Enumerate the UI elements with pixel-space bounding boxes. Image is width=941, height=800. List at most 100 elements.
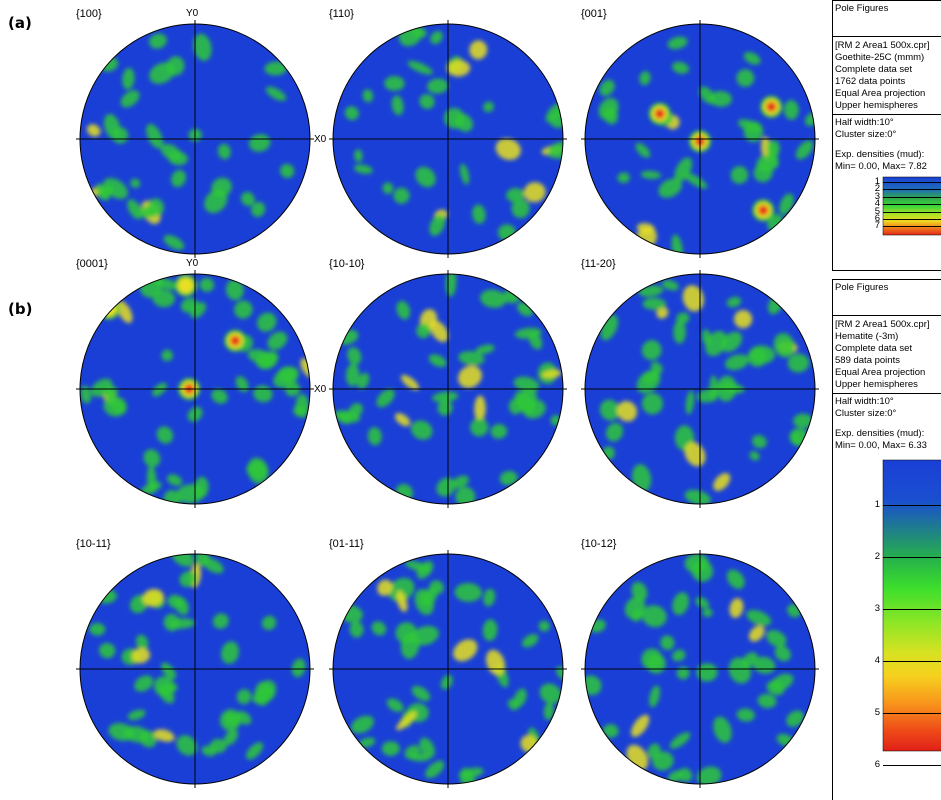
density-blob <box>353 164 373 174</box>
density-blob <box>603 107 618 125</box>
legend-tick-line <box>883 713 941 714</box>
density-blob <box>376 388 395 408</box>
density-blob <box>381 741 400 756</box>
density-peak <box>654 108 665 119</box>
density-blob <box>257 312 277 332</box>
density-blob <box>201 745 217 757</box>
density-blob <box>396 590 408 612</box>
density-blob <box>377 579 393 596</box>
density-blob <box>795 140 814 160</box>
density-blob <box>766 629 787 647</box>
density-blob <box>684 489 712 504</box>
pole-figure-11-20 <box>580 269 820 509</box>
legend-tick-label: 3 <box>874 190 880 202</box>
density-blob <box>89 623 106 636</box>
legend-tick-label: 1 <box>874 176 880 187</box>
pole-figure-10-12 <box>580 549 820 789</box>
density-blob <box>437 400 453 416</box>
density-blob <box>444 107 465 129</box>
density-blob <box>528 331 543 350</box>
legend-a-density-line: Exp. densities (mud): <box>835 149 925 160</box>
density-blob <box>730 166 749 184</box>
density-blob <box>159 686 175 704</box>
density-blob <box>713 716 732 743</box>
density-blob <box>446 60 471 77</box>
legend-tick-line <box>883 204 941 206</box>
density-blob <box>354 149 363 163</box>
density-blob <box>483 588 496 607</box>
density-blob <box>787 353 810 373</box>
density-blob <box>138 206 156 219</box>
density-blob <box>430 320 449 343</box>
legend-a-heading-box: Pole Figures <box>833 1 941 37</box>
density-blob <box>541 369 562 379</box>
legend-tick-label: 7 <box>874 220 880 232</box>
density-blob <box>149 33 167 49</box>
pole-figure-0001-plot <box>76 270 314 508</box>
panel-label-b: (b) <box>8 300 33 318</box>
legend-panel-a: Pole Figures [RM 2 Area1 500x.cpr] Goeth… <box>832 0 941 271</box>
density-blob <box>176 735 198 756</box>
density-blob <box>236 689 252 705</box>
density-blob <box>766 680 785 696</box>
density-blob <box>358 737 376 748</box>
pole-figure-10-10-plot <box>329 270 567 508</box>
density-blob <box>251 201 266 217</box>
density-blob <box>152 289 175 308</box>
legend-tick-line <box>883 609 941 610</box>
density-blob <box>495 138 521 160</box>
density-blob <box>337 411 352 424</box>
density-blob <box>624 596 646 620</box>
pole-title-01-11: {01-11} <box>329 538 364 550</box>
density-blob <box>193 33 212 61</box>
density-blob <box>640 170 662 180</box>
legend-tick-line <box>883 226 941 228</box>
density-blob <box>726 296 742 308</box>
legend-b-density-line: Exp. densities (mud): <box>835 428 925 439</box>
density-blob <box>736 708 755 722</box>
density-blob <box>642 605 667 628</box>
density-blob <box>641 392 663 415</box>
legend-a-info-line: Complete data set <box>835 64 913 75</box>
density-blob <box>367 427 382 446</box>
pole-figure-0001 <box>75 269 315 509</box>
density-blob <box>122 67 135 90</box>
density-blob <box>733 309 753 329</box>
density-blob <box>146 123 163 149</box>
legend-tick-label: 4 <box>874 655 880 666</box>
density-blob <box>649 685 661 708</box>
density-blob <box>757 693 777 709</box>
legend-tick-label: 2 <box>874 183 880 195</box>
density-blob <box>506 188 525 203</box>
density-blob <box>452 475 469 489</box>
density-layer <box>585 554 804 784</box>
density-blob <box>410 420 433 440</box>
pole-figure-01-11-plot <box>329 550 567 788</box>
density-blob <box>756 154 778 172</box>
density-blob <box>674 157 693 183</box>
density-blob <box>667 36 688 50</box>
density-blob <box>224 728 238 746</box>
density-blob <box>721 331 743 353</box>
density-blob <box>179 570 198 588</box>
density-blob <box>667 770 684 783</box>
axis-label-x0-b: X0 <box>314 384 327 395</box>
legend-b-gradient-bar <box>882 459 941 752</box>
density-blob <box>556 666 563 680</box>
legend-tick-line <box>883 765 941 766</box>
density-blob <box>345 363 360 387</box>
density-blob <box>395 622 417 644</box>
density-blob <box>672 61 689 74</box>
density-blob <box>658 178 682 198</box>
legend-a-info-line: Goethite-25C (mmm) <box>835 52 925 63</box>
density-blob <box>768 140 780 157</box>
density-blob <box>167 594 184 609</box>
pole-figure-10-11-plot <box>76 550 314 788</box>
legend-tick-label: 1 <box>874 499 880 510</box>
density-blob <box>344 106 359 121</box>
density-blob <box>470 418 489 437</box>
pole-figure-11-20-plot <box>581 270 819 508</box>
pole-title-110: {110} <box>329 8 354 20</box>
density-blob <box>547 141 563 159</box>
